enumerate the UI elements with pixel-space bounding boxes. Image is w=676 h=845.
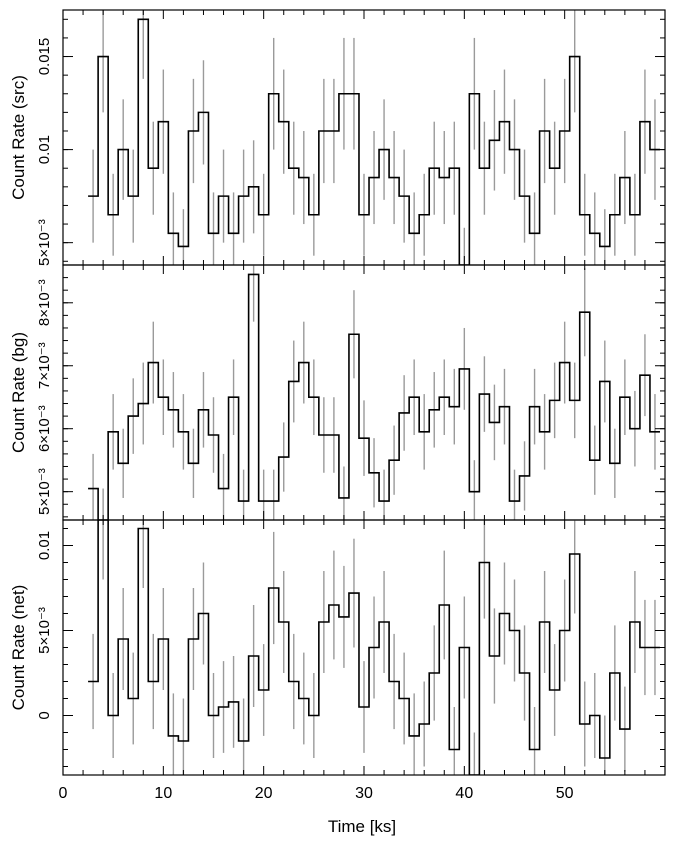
rate-step-line	[88, 18, 660, 265]
rate-step-line	[88, 520, 660, 775]
x-tick-label: 20	[255, 785, 273, 802]
x-tick-label: 10	[154, 785, 172, 802]
x-axis-label: Time [ks]	[328, 817, 396, 836]
y-axis-label: Count Rate (net)	[9, 585, 28, 711]
panel-1: 5×10⁻³ 0.01 0.015 Count Rate (src)	[9, 9, 666, 266]
x-tick-label: 50	[556, 785, 574, 802]
y-tick-label: 8×10⁻³	[36, 279, 53, 326]
y-tick-label: 0.015	[36, 38, 53, 76]
x-tick-label: 0	[59, 785, 68, 802]
y-tick-label: 7×10⁻³	[36, 342, 53, 389]
y-tick-label: 5×10⁻³	[36, 219, 53, 266]
x-axis-tick-labels: 0 10 20 30 40 50	[59, 785, 574, 802]
y-tick-label: 5×10⁻³	[36, 468, 53, 515]
panel-3: 0 5×10⁻³ 0.01 Count Rate (net)	[9, 519, 666, 776]
x-tick-label: 40	[455, 785, 473, 802]
y-axis-label: Count Rate (bg)	[9, 332, 28, 453]
y-tick-label: 0	[36, 711, 53, 719]
x-tick-label: 30	[355, 785, 373, 802]
y-tick-label: 0.01	[36, 135, 53, 164]
y-axis-label: Count Rate (src)	[9, 75, 28, 200]
y-tick-label: 6×10⁻³	[36, 405, 53, 452]
rate-step-line	[88, 273, 660, 520]
panel-2: 5×10⁻³ 6×10⁻³ 7×10⁻³ 8×10⁻³ Count Rate (bg)	[9, 264, 666, 521]
y-tick-label: 0.01	[36, 531, 53, 560]
y-tick-label: 5×10⁻³	[36, 607, 53, 654]
